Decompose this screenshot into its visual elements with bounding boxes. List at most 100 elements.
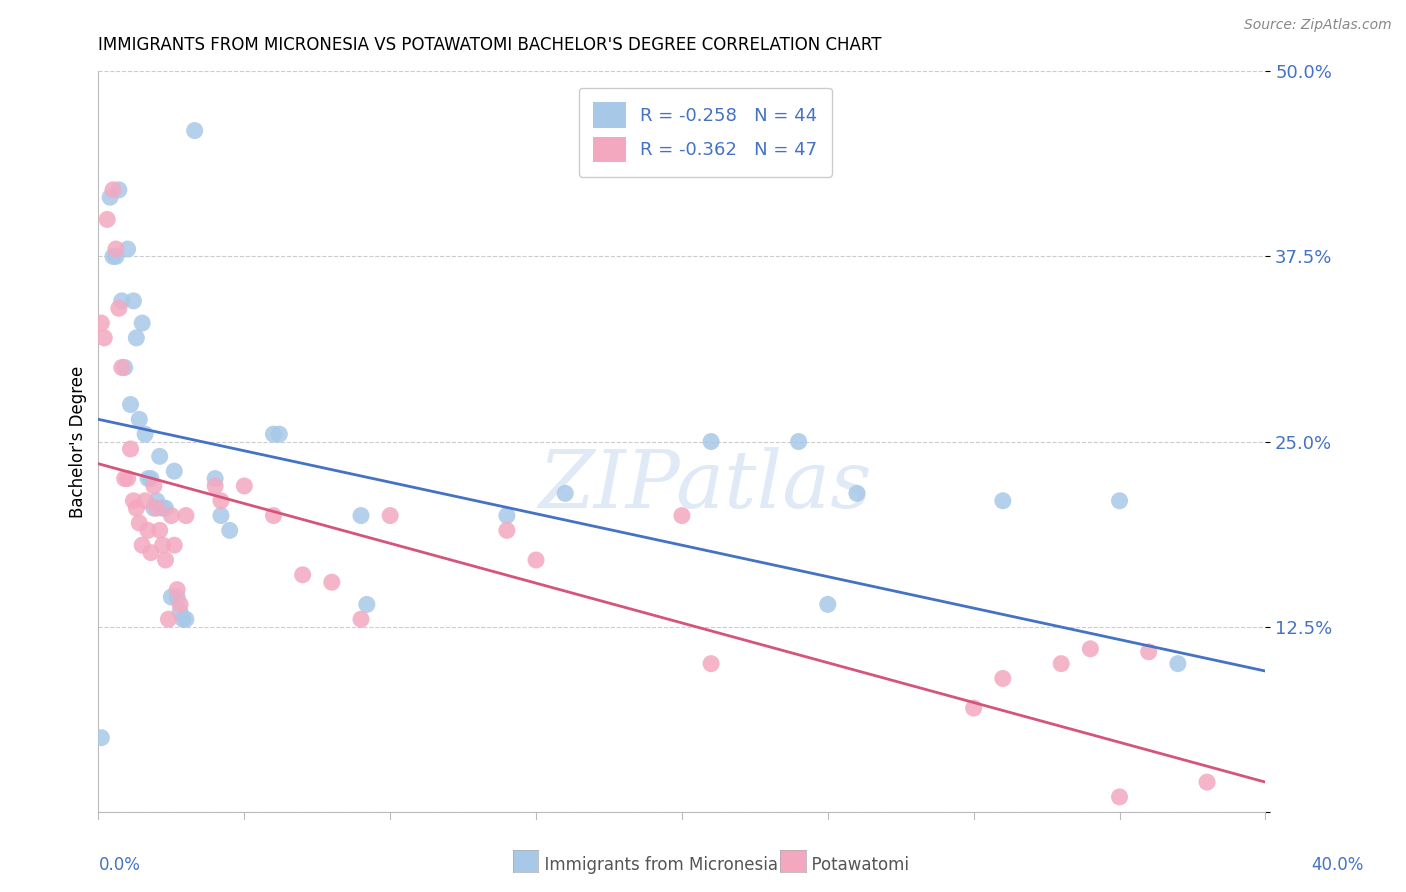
Point: [671, 508, 693, 523]
Point: [174, 612, 197, 626]
Point: [524, 553, 547, 567]
Point: [1137, 645, 1160, 659]
Text: 0.0%: 0.0%: [98, 856, 141, 874]
Point: [120, 442, 142, 456]
Point: [174, 508, 197, 523]
Point: [1080, 641, 1102, 656]
Point: [142, 501, 165, 516]
Point: [111, 293, 134, 308]
Point: [846, 486, 869, 500]
Point: [169, 605, 191, 619]
Point: [1195, 775, 1218, 789]
Point: [136, 471, 159, 485]
Point: [146, 501, 169, 516]
Point: [104, 250, 127, 264]
Text: ZIPatlas: ZIPatlas: [538, 447, 872, 524]
Legend: R = -0.258   N = 44, R = -0.362   N = 47: R = -0.258 N = 44, R = -0.362 N = 47: [579, 87, 832, 177]
Point: [209, 493, 232, 508]
Point: [356, 598, 378, 612]
Point: [96, 212, 118, 227]
Point: [172, 612, 194, 626]
Point: [991, 672, 1014, 686]
Point: [142, 479, 165, 493]
Point: [90, 731, 112, 745]
Point: [125, 331, 148, 345]
Point: [218, 524, 240, 538]
Point: [817, 598, 839, 612]
Point: [104, 242, 127, 256]
Point: [1108, 789, 1130, 804]
Point: [262, 508, 284, 523]
Point: [991, 493, 1014, 508]
Point: [350, 508, 373, 523]
Point: [1050, 657, 1073, 671]
Point: [134, 493, 156, 508]
Point: [108, 301, 131, 316]
Point: [122, 293, 145, 308]
Text: 40.0%: 40.0%: [1312, 856, 1364, 874]
Point: [496, 524, 519, 538]
Point: [152, 501, 174, 516]
Point: [114, 471, 136, 485]
Point: [149, 524, 172, 538]
Point: [204, 471, 226, 485]
Point: [183, 123, 205, 137]
Point: [149, 450, 172, 464]
Point: [1108, 493, 1130, 508]
Point: [163, 538, 186, 552]
Point: [122, 493, 145, 508]
Point: [554, 486, 576, 500]
Point: [98, 190, 121, 204]
Point: [380, 508, 402, 523]
Point: [120, 398, 142, 412]
Point: [160, 508, 183, 523]
Point: [93, 331, 115, 345]
Point: [321, 575, 343, 590]
Point: [131, 316, 153, 330]
Point: [108, 183, 131, 197]
Point: [128, 412, 150, 426]
Text: Immigrants from Micronesia: Immigrants from Micronesia: [534, 856, 779, 874]
Point: [101, 183, 124, 197]
Point: [139, 471, 162, 485]
Point: [269, 427, 291, 442]
Point: [350, 612, 373, 626]
Point: [152, 538, 174, 552]
Point: [262, 427, 284, 442]
Point: [169, 598, 191, 612]
Point: [111, 360, 134, 375]
Point: [166, 582, 188, 597]
Point: [114, 360, 136, 375]
Point: [136, 524, 159, 538]
Text: IMMIGRANTS FROM MICRONESIA VS POTAWATOMI BACHELOR'S DEGREE CORRELATION CHART: IMMIGRANTS FROM MICRONESIA VS POTAWATOMI…: [98, 36, 882, 54]
Point: [233, 479, 256, 493]
Point: [117, 471, 139, 485]
Point: [117, 242, 139, 256]
Point: [163, 464, 186, 478]
Point: [787, 434, 810, 449]
Point: [496, 508, 519, 523]
Point: [125, 501, 148, 516]
Point: [700, 434, 723, 449]
Point: [209, 508, 232, 523]
Text: Source: ZipAtlas.com: Source: ZipAtlas.com: [1244, 18, 1392, 32]
Point: [131, 538, 153, 552]
Point: [1167, 657, 1189, 671]
Point: [128, 516, 150, 530]
Point: [155, 501, 177, 516]
Point: [204, 479, 226, 493]
Point: [146, 493, 169, 508]
Y-axis label: Bachelor's Degree: Bachelor's Degree: [69, 366, 87, 517]
Point: [155, 553, 177, 567]
Point: [166, 590, 188, 604]
Point: [134, 427, 156, 442]
Text: Potawatomi: Potawatomi: [801, 856, 910, 874]
Point: [157, 612, 180, 626]
Point: [101, 250, 124, 264]
Point: [139, 546, 162, 560]
Point: [160, 590, 183, 604]
Point: [90, 316, 112, 330]
Point: [291, 567, 314, 582]
Point: [700, 657, 723, 671]
Point: [962, 701, 984, 715]
